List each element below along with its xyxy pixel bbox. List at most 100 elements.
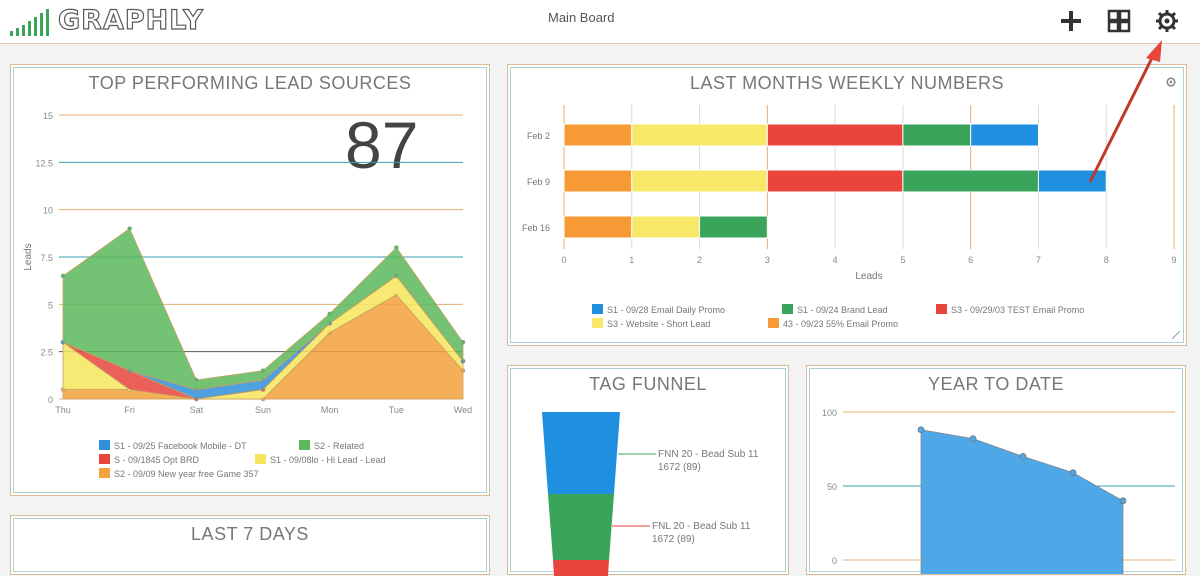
legend-swatch[interactable] — [936, 304, 947, 314]
y-tick-label: 0 — [832, 556, 837, 566]
x-tick-label: 9 — [1171, 255, 1176, 265]
bar-segment[interactable] — [563, 169, 633, 193]
y-tick-label: 12.5 — [35, 158, 53, 168]
legend-label[interactable]: S1 - 09/08lo - Hi Lead - Lead — [270, 455, 386, 465]
y-tick-label: 50 — [827, 482, 837, 492]
legend-swatch[interactable] — [99, 454, 110, 464]
legend-label[interactable]: S3 - Website - Short Lead — [607, 319, 710, 329]
x-tick-label: Tue — [389, 405, 404, 415]
bar-segment[interactable] — [699, 215, 768, 239]
data-point[interactable] — [460, 339, 466, 345]
data-point[interactable] — [194, 377, 199, 383]
data-point[interactable] — [60, 273, 66, 279]
x-tick-label: 5 — [900, 255, 905, 265]
bar-segment[interactable] — [766, 123, 904, 147]
legend-label[interactable]: S2 - Related — [314, 441, 364, 451]
ytd-area[interactable] — [920, 429, 1124, 574]
legend-label[interactable]: S1 - 09/25 Facebook Mobile - DT — [114, 441, 247, 451]
y-tick-label: Feb 9 — [527, 177, 550, 187]
x-tick-label: Wed — [454, 405, 472, 415]
bar-segment[interactable] — [1037, 169, 1107, 193]
y-tick-label: 7.5 — [40, 253, 53, 263]
legend-swatch[interactable] — [768, 318, 779, 328]
bar-segment[interactable] — [970, 123, 1039, 147]
data-point[interactable] — [917, 426, 925, 434]
grid-icon[interactable] — [1106, 8, 1132, 34]
legend-swatch[interactable] — [592, 304, 603, 314]
x-tick-label: Sun — [255, 405, 271, 415]
legend-label[interactable]: 43 - 09/23 55% Email Promo — [783, 319, 898, 329]
data-point[interactable] — [1019, 453, 1027, 460]
x-tick-label: 3 — [765, 255, 770, 265]
signal-bars-icon — [10, 9, 49, 36]
series-area[interactable] — [62, 227, 464, 390]
funnel-label-1: FNN 20 - Bead Sub 11 1672 (89) — [658, 449, 759, 473]
plus-icon[interactable] — [1058, 8, 1084, 34]
data-point[interactable] — [969, 435, 977, 443]
y-tick-label: 10 — [43, 206, 53, 216]
data-point[interactable] — [394, 245, 399, 250]
bar-segment[interactable] — [563, 123, 633, 147]
legend-swatch[interactable] — [255, 454, 266, 464]
bar-segment[interactable] — [631, 215, 701, 239]
funnel-label-2: FNL 20 - Bead Sub 11 1672 (89) — [652, 521, 751, 545]
x-tick-label: Mon — [321, 405, 339, 415]
legend-label[interactable]: S1 - 09/24 Brand Lead — [797, 305, 888, 315]
y-tick-label: 2.5 — [40, 348, 53, 358]
app-name: GRAPHLY — [57, 4, 204, 36]
tag-funnel-chart — [542, 412, 656, 576]
bar-segment[interactable] — [631, 123, 768, 147]
bar-segment[interactable] — [563, 215, 633, 239]
x-tick-label: 1 — [629, 255, 634, 265]
weekly-numbers-chart: 0 1 2 3 4 5 6 7 8 9 Leads Feb 2 Feb 9 Feb 16 S1 - 09/2… — [522, 105, 1177, 329]
legend-label[interactable]: S3 - 09/29/03 TEST Email Promo — [951, 305, 1084, 315]
y-tick-label: 100 — [822, 408, 837, 418]
resize-handle-icon[interactable] — [1172, 331, 1180, 339]
panel-settings-icon[interactable] — [1164, 75, 1178, 89]
y-tick-label: 5 — [48, 300, 53, 310]
year-to-date-title: YEAR TO DATE — [927, 374, 1065, 394]
legend-label[interactable]: S2 - 09/09 New year free Game 357 — [114, 469, 259, 479]
legend-swatch[interactable] — [782, 304, 793, 314]
bar-segment[interactable] — [631, 169, 768, 193]
x-tick-label: 6 — [968, 255, 973, 265]
funnel-stage-3[interactable] — [553, 560, 609, 576]
legend-swatch[interactable] — [99, 440, 110, 450]
last-7-days-title: LAST 7 DAYS — [191, 524, 309, 544]
legend-label[interactable]: S1 - 09/28 Email Daily Promo — [607, 305, 725, 315]
x-tick-label: Fri — [124, 405, 135, 415]
data-point[interactable] — [1119, 497, 1127, 505]
year-to-date-panel: YEAR TO DATE 100 50 0 — [806, 365, 1186, 575]
top-bar: GRAPHLY Main Board — [0, 0, 1200, 44]
data-point[interactable] — [327, 311, 332, 317]
gear-icon[interactable] — [1154, 8, 1180, 34]
bar-segment[interactable] — [902, 123, 972, 147]
bar-segment[interactable] — [902, 169, 1039, 193]
x-tick-label: 0 — [561, 255, 566, 265]
lead-sources-chart: 0 2.5 5 7.5 10 12.5 15 Leads Thu Fri Sat Sun Mon Tue W… — [23, 111, 472, 479]
tag-funnel-title: TAG FUNNEL — [589, 374, 707, 394]
data-point[interactable] — [260, 368, 266, 373]
legend-swatch[interactable] — [592, 318, 603, 328]
page-title: Main Board — [548, 10, 615, 25]
weekly-numbers-title: LAST MONTHS WEEKLY NUMBERS — [689, 73, 1005, 93]
x-tick-label: Thu — [55, 405, 71, 415]
legend-swatch[interactable] — [299, 440, 310, 450]
x-tick-label: Sat — [190, 405, 204, 415]
legend-label[interactable]: S - 09/1845 Opt BRD — [114, 455, 200, 465]
data-point[interactable] — [127, 226, 132, 231]
x-tick-label: 8 — [1104, 255, 1109, 265]
lead-sources-panel: TOP PERFORMING LEAD SOURCES 87 0 2.5 5 7.5 1… — [10, 64, 490, 496]
y-tick-label: 15 — [43, 111, 53, 121]
y-tick-label: 0 — [48, 395, 53, 405]
legend-swatch[interactable] — [99, 468, 110, 478]
x-tick-label: 2 — [697, 255, 702, 265]
weekly-numbers-panel: LAST MONTHS WEEKLY NUMBERS 0 1 2 3 4 5 6 7 8 9 Lea… — [507, 64, 1187, 346]
data-point[interactable] — [1069, 469, 1077, 477]
funnel-stage-1[interactable] — [542, 412, 620, 494]
app-logo[interactable]: GRAPHLY — [8, 4, 204, 37]
bar-segment[interactable] — [766, 169, 904, 193]
funnel-stage-2[interactable] — [548, 494, 614, 560]
x-axis-label: Leads — [855, 271, 882, 282]
y-tick-label: Feb 2 — [527, 131, 550, 141]
